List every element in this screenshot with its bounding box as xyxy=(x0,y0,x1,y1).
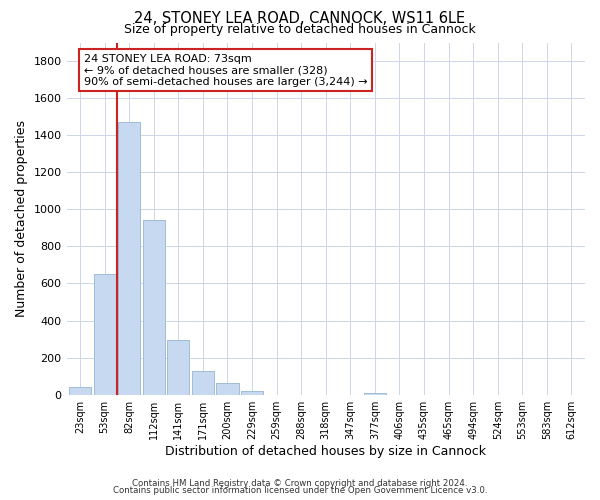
Bar xyxy=(69,388,91,394)
Y-axis label: Number of detached properties: Number of detached properties xyxy=(15,120,28,317)
Bar xyxy=(364,393,386,394)
Text: Contains public sector information licensed under the Open Government Licence v3: Contains public sector information licen… xyxy=(113,486,487,495)
Text: Size of property relative to detached houses in Cannock: Size of property relative to detached ho… xyxy=(124,22,476,36)
Bar xyxy=(192,370,214,394)
X-axis label: Distribution of detached houses by size in Cannock: Distribution of detached houses by size … xyxy=(165,444,486,458)
Bar xyxy=(143,220,165,394)
Text: 24 STONEY LEA ROAD: 73sqm
← 9% of detached houses are smaller (328)
90% of semi-: 24 STONEY LEA ROAD: 73sqm ← 9% of detach… xyxy=(84,54,367,87)
Bar xyxy=(167,340,190,394)
Text: 24, STONEY LEA ROAD, CANNOCK, WS11 6LE: 24, STONEY LEA ROAD, CANNOCK, WS11 6LE xyxy=(134,11,466,26)
Text: Contains HM Land Registry data © Crown copyright and database right 2024.: Contains HM Land Registry data © Crown c… xyxy=(132,478,468,488)
Bar xyxy=(118,122,140,394)
Bar xyxy=(217,382,239,394)
Bar xyxy=(94,274,116,394)
Bar xyxy=(241,391,263,394)
